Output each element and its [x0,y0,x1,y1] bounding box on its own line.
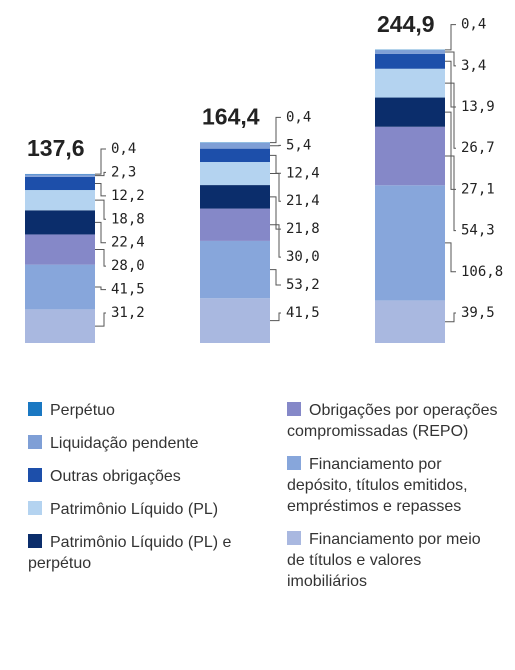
legend-label: Patrimônio Líquido (PL) e perpétuo [28,534,232,572]
bar-segment [200,185,270,209]
legend-label: Perpétuo [50,402,115,419]
leader-line [95,249,106,267]
leader-line [445,82,456,149]
legend-swatch [287,456,301,470]
bar-segment [200,148,270,163]
leader-line [445,24,456,51]
leader-line [95,148,106,175]
bar-segment [375,68,445,98]
value-label: 0,4 [286,109,311,125]
bar-segment [200,142,270,149]
leader-line [270,269,281,286]
value-label: 12,4 [286,165,320,181]
legend-label: Obrigações por operações compromissadas … [287,402,498,440]
value-label: 41,5 [111,282,145,298]
bar-segment [25,234,95,265]
value-label: 21,4 [286,193,320,209]
bar-segment [200,162,270,186]
legend-item: Financiamento por meio de títulos e valo… [287,529,502,592]
value-label: 0,4 [461,17,486,33]
legend-swatch [28,534,42,548]
bar-segment [375,50,445,54]
leader-line [95,221,106,244]
value-label: 30,0 [286,249,320,265]
bar-segment [200,298,270,343]
bar-segment [375,53,445,69]
value-label: 12,2 [111,188,145,204]
legend-swatch [28,468,42,482]
value-label: 22,4 [111,235,145,251]
value-label: 2,3 [111,164,136,180]
legend-label: Patrimônio Líquido (PL) [50,501,219,518]
value-label: 28,0 [111,258,145,274]
bar-segment [25,176,95,191]
legend-swatch [28,402,42,416]
value-label: 5,4 [286,137,311,153]
bar-segment [375,97,445,127]
leader-line [445,242,456,273]
legend-swatch [287,531,301,545]
value-label: 31,2 [111,305,145,321]
value-label: 41,5 [286,305,320,321]
legend-label: Liquidação pendente [50,435,199,452]
leader-line [270,224,281,258]
leader-line [445,155,456,232]
bar-segment [25,309,95,343]
legend-swatch [28,435,42,449]
leader-line [95,171,106,177]
legend-item: Financiamento por depósito, títulos emit… [287,454,502,517]
chart: 137,6 0,4 2,3 12,2 18,8 22,4 28,0 41,5 31,2 164,4… [25,11,503,343]
legend-item: Patrimônio Líquido (PL) [28,499,268,520]
leader-line [95,286,106,291]
leader-line [270,154,281,174]
value-label: 39,5 [461,305,495,321]
value-label: 13,9 [461,99,495,115]
bar-segment [25,264,95,310]
leader-line [445,312,456,323]
leader-line [270,116,281,144]
bar-segment [200,240,270,299]
bar-segment [25,174,95,177]
total-label: 244,9 [377,11,435,37]
legend-label: Outras obrigações [50,468,181,485]
leader-line [95,182,106,197]
leader-line [270,312,281,322]
bar-segment [200,208,270,241]
bar-segment [25,190,95,211]
total-label: 164,4 [202,103,260,129]
legend-label: Financiamento por meio de títulos e valo… [287,531,481,590]
value-label: 21,8 [286,221,320,237]
legend-item: Patrimônio Líquido (PL) e perpétuo [28,532,268,574]
bar-segment [375,300,445,343]
bar-segment [375,185,445,301]
legend-label: Financiamento por depósito, títulos emit… [287,456,468,515]
value-label: 106,8 [461,264,503,280]
legend-swatch [28,501,42,515]
bar-segment [375,126,445,186]
value-label: 0,4 [111,141,136,157]
legend-swatch [287,402,301,416]
leader-line [445,51,456,67]
value-label: 27,1 [461,181,495,197]
legend-item: Outras obrigações [28,466,268,487]
leader-line [95,312,106,327]
value-label: 3,4 [461,58,486,74]
legend-item: Liquidação pendente [28,433,268,454]
leader-line [270,173,281,202]
value-label: 26,7 [461,140,495,156]
value-label: 18,8 [111,211,145,227]
legend: Perpétuo Liquidação pendente Outras obriga… [28,400,268,586]
legend: Obrigações por operações compromissadas … [287,400,502,604]
legend-item: Obrigações por operações compromissadas … [287,400,502,442]
total-label: 137,6 [27,135,85,161]
bar-segment [25,210,95,235]
legend-item: Perpétuo [28,400,268,421]
leader-line [95,199,106,220]
value-label: 53,2 [286,277,320,293]
value-label: 54,3 [461,223,495,239]
